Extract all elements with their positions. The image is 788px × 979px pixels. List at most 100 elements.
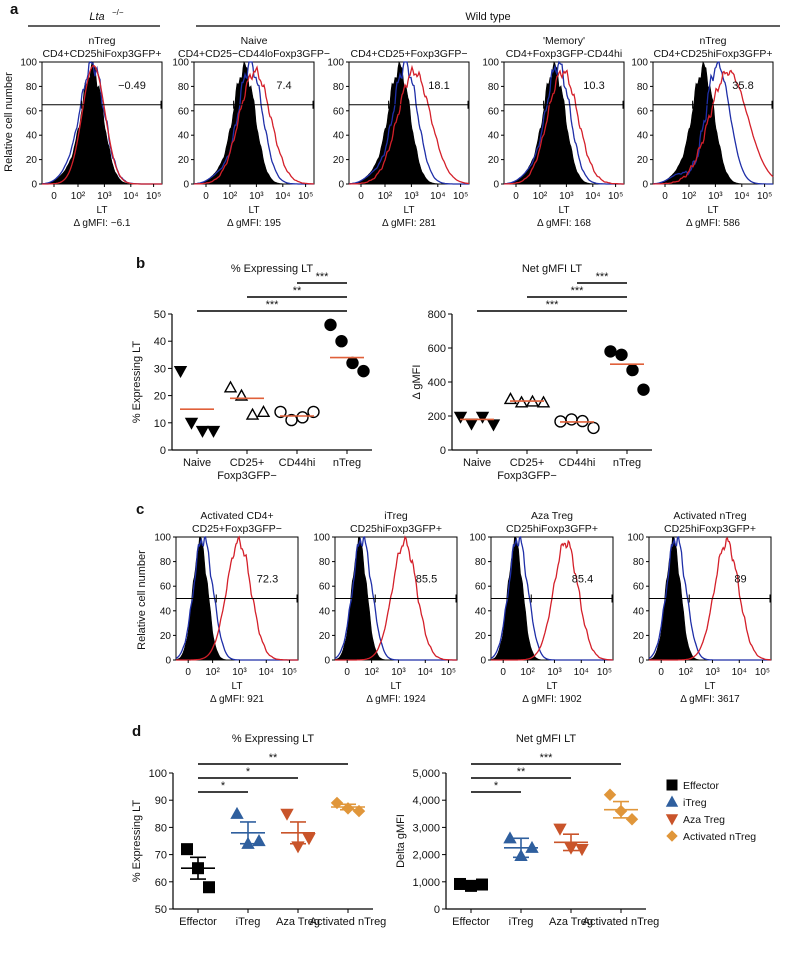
chart-d-left-significance-label: *	[221, 780, 226, 792]
chart-b-left-point	[256, 404, 271, 418]
chart-d-right-group: Net gMFI LT 0 1,000 2,000 3,000 4,000 5,000 Del…	[395, 733, 659, 928]
chart-d-left-category-label: Effector	[179, 916, 217, 928]
chart-d-right-point	[553, 823, 567, 836]
panel-c-plot-4-control-histogram	[648, 536, 771, 661]
chart-b-right-category-label: CD25+	[510, 457, 545, 469]
panel-c-plot-4-lt-histogram	[649, 536, 771, 661]
panel-c-plot-3-xtick-label: 10⁴	[574, 667, 589, 678]
chart-b-left-point	[296, 411, 309, 424]
panel-c-plot-4-percent: 89	[734, 574, 746, 586]
panel-a-plot-4-xtick-label: 0	[513, 191, 519, 202]
panel-c-plot-4-ytick-label: 80	[633, 557, 645, 568]
chart-b-right-point	[604, 345, 617, 358]
panel-c-plot-1-xtick-label: 10⁴	[259, 667, 274, 678]
panel-c-plot-2-percent: 85.5	[416, 574, 437, 586]
panel-c-plot-4-title-line2: CD25hiFoxp3GFP+	[664, 523, 756, 535]
chart-b-right-significance-label: ***	[546, 299, 560, 311]
chart-b-left-ytick-label: 30	[154, 363, 166, 375]
panel-c-plot-3-xlabel: LT	[547, 681, 558, 692]
chart-d-left-category-label: Activated nTreg	[310, 916, 387, 928]
panel-c-plot-1-ytick-label: 20	[160, 631, 172, 642]
header-lta-superscript: −/−	[112, 8, 124, 17]
panel-a-plot-4-ytick-label: 0	[493, 180, 499, 191]
chart-d-right-ytick-label: 2,000	[412, 850, 440, 862]
panel-a-plot-5-xtick-label: 10²	[682, 191, 697, 202]
panel-c-plot-1-title-line2: CD25+Foxp3GFP−	[192, 523, 282, 535]
chart-b-right-point	[576, 414, 589, 428]
chart-d-left-point	[302, 833, 316, 846]
panel-a-plot-3-percent: 18.1	[428, 80, 449, 92]
panel-c-plot-1-title-line1: Activated CD4+	[200, 510, 273, 522]
panel-a-plot-1-xlabel: LT	[97, 205, 108, 216]
chart-b-left-point	[324, 318, 337, 332]
chart-b-right-group: Net gMFI LT 0 200 400 600 800 Δ gMFI Naive CD25+…	[411, 263, 652, 482]
panel-a-plot-5-xtick-label: 10⁴	[734, 191, 749, 202]
chart-d-right-category-label: iTreg	[509, 916, 534, 928]
chart-b-right-significance-label: ***	[596, 271, 610, 283]
panel-a-plot-2-ytick-label: 60	[178, 106, 190, 117]
panel-a-plot-1-xtick-label: 10³	[97, 191, 112, 202]
panel-a-plot-3-dgmfi: Δ gMFI: 281	[382, 218, 436, 229]
header-lta: Lta	[89, 11, 104, 23]
panel-a-plot-4-title-line2: CD4+Foxp3GFP-CD44hi	[506, 48, 622, 60]
panel-c-plot-3-ytick-label: 80	[475, 557, 487, 568]
chart-d-right-point	[603, 788, 617, 801]
chart-b-left-ytick-label: 40	[154, 336, 166, 348]
chart-b-right-point	[503, 392, 518, 405]
panel-a-plot-3-xtick-label: 10⁵	[453, 191, 468, 202]
panel-a-plot-4-xtick-label: 10³	[559, 191, 574, 202]
legend-label: Aza Treg	[683, 814, 725, 826]
panel-a-plot-3-xlabel: LT	[404, 205, 415, 216]
panel-c-plot-3-percent: 85.4	[572, 574, 593, 586]
panel-c-plot-1-ytick-label: 60	[160, 582, 172, 593]
panel-a-plot-3-ytick-label: 80	[333, 82, 345, 93]
panel-a-plot-2-title-line1: Naive	[241, 35, 268, 47]
panel-a-plot-4-xlabel: LT	[559, 205, 570, 216]
chart-b-left-category-label: Naive	[183, 457, 211, 469]
panel-c-plot-2-dgmfi: Δ gMFI: 1924	[366, 694, 426, 705]
panel-a-plot-2-xtick-label: 10⁴	[275, 191, 290, 202]
panel-a-plot-2-ytick-label: 40	[178, 131, 190, 142]
panel-c-plot-4-ytick-label: 20	[633, 631, 645, 642]
panel-c-plot-4-ytick-label: 100	[627, 533, 644, 544]
panel-c-plot-1-xlabel: LT	[232, 681, 243, 692]
panel-a-y-axis-label: Relative cell number	[3, 72, 15, 172]
panel-a-plot-5-ytick-label: 0	[642, 180, 648, 191]
panel-a-plot-1-ytick-label: 20	[26, 155, 38, 166]
chart-b-left-ytick-label: 10	[154, 418, 166, 430]
panel-a-plot-2-isotype-histogram	[193, 61, 314, 185]
chart-d-left-point	[203, 881, 215, 894]
panel-a-plot-1-ytick-label: 80	[26, 82, 38, 93]
panel-c-plot-3-control-histogram	[490, 536, 613, 661]
chart-b-left-point	[206, 425, 221, 438]
panel-a-plot-5-xlabel: LT	[708, 205, 719, 216]
legend-marker-square	[666, 779, 678, 791]
panel-a-plot-5-ytick-label: 80	[637, 82, 649, 93]
chart-d-right-ytick-label: 4,000	[412, 795, 440, 807]
chart-b-left-point	[173, 366, 188, 379]
chart-d-left-title: % Expressing LT	[232, 733, 315, 745]
panel-c-plot-4-xlabel: LT	[705, 681, 716, 692]
panel-a-plot-1-ytick-label: 0	[31, 180, 37, 191]
panel-c-plot-4-xtick-label: 10²	[678, 667, 693, 678]
chart-d-right-category-label: Effector	[452, 916, 490, 928]
chart-b-left-category-label: CD44hi	[279, 457, 316, 469]
panel-c-plot-1-percent: 72.3	[257, 574, 278, 586]
panel-c-plot-3-title-line1: Aza Treg	[531, 510, 573, 522]
panel-a-plot-5-xtick-label: 0	[662, 191, 668, 202]
panel-a-plot-2-ytick-label: 0	[183, 180, 189, 191]
panel-a-plot-1-ytick-label: 100	[20, 58, 37, 69]
panel-c-plot-4-xtick-label: 10⁵	[755, 667, 770, 678]
panel-a-plot-1-dgmfi: Δ gMFI: −6.1	[74, 218, 131, 229]
panel-c-plot-3-ytick-label: 100	[469, 533, 486, 544]
panel-a-plot-1-ytick-label: 60	[26, 106, 38, 117]
panel-c-plot-1-control-histogram	[175, 536, 298, 661]
panel-a-plot-3-title-line2: CD4+CD25+Foxp3GFP−	[350, 48, 467, 60]
chart-b-left-point	[307, 405, 320, 419]
panel-c-plot-3-xtick-label: 10⁵	[597, 667, 612, 678]
legend-marker-triangle-up	[665, 795, 679, 807]
chart-b-left-point	[274, 405, 287, 419]
